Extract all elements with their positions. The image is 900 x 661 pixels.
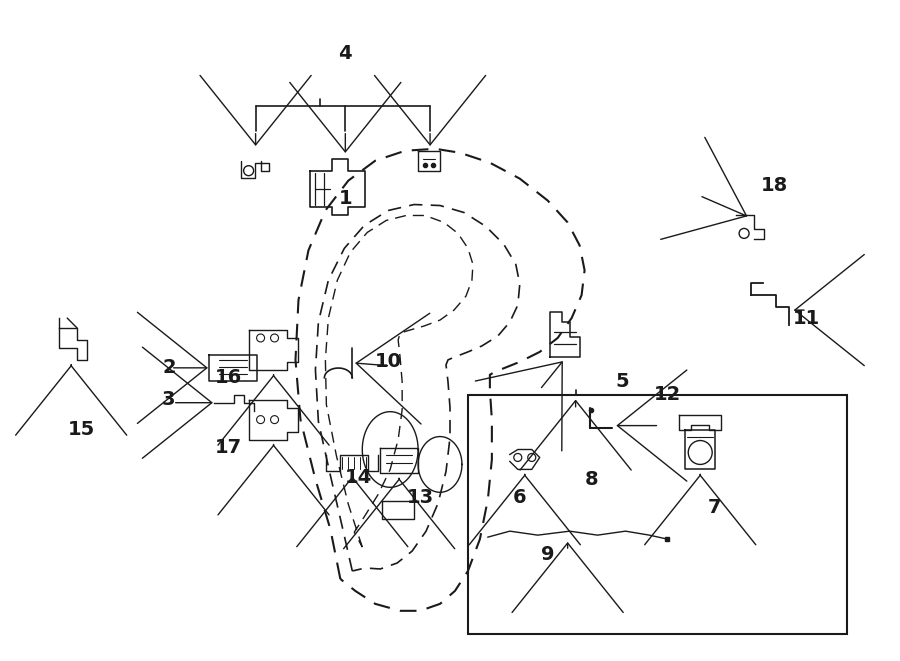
- Text: 10: 10: [374, 352, 401, 371]
- Text: 4: 4: [338, 44, 352, 63]
- Text: 11: 11: [793, 309, 821, 328]
- Text: 1: 1: [338, 189, 352, 208]
- Text: 17: 17: [215, 438, 242, 457]
- Text: 16: 16: [215, 368, 242, 387]
- Text: 12: 12: [653, 385, 681, 405]
- Text: 9: 9: [541, 545, 554, 564]
- Text: 6: 6: [513, 488, 526, 507]
- Text: 14: 14: [345, 468, 372, 487]
- Text: 18: 18: [760, 176, 788, 195]
- Text: 13: 13: [407, 488, 434, 507]
- Text: 2: 2: [162, 358, 176, 377]
- Text: 3: 3: [162, 390, 176, 409]
- Text: 8: 8: [585, 470, 598, 489]
- Text: 5: 5: [616, 372, 629, 391]
- Text: 15: 15: [68, 420, 94, 439]
- Text: 7: 7: [707, 498, 721, 517]
- Bar: [468, 395, 847, 634]
